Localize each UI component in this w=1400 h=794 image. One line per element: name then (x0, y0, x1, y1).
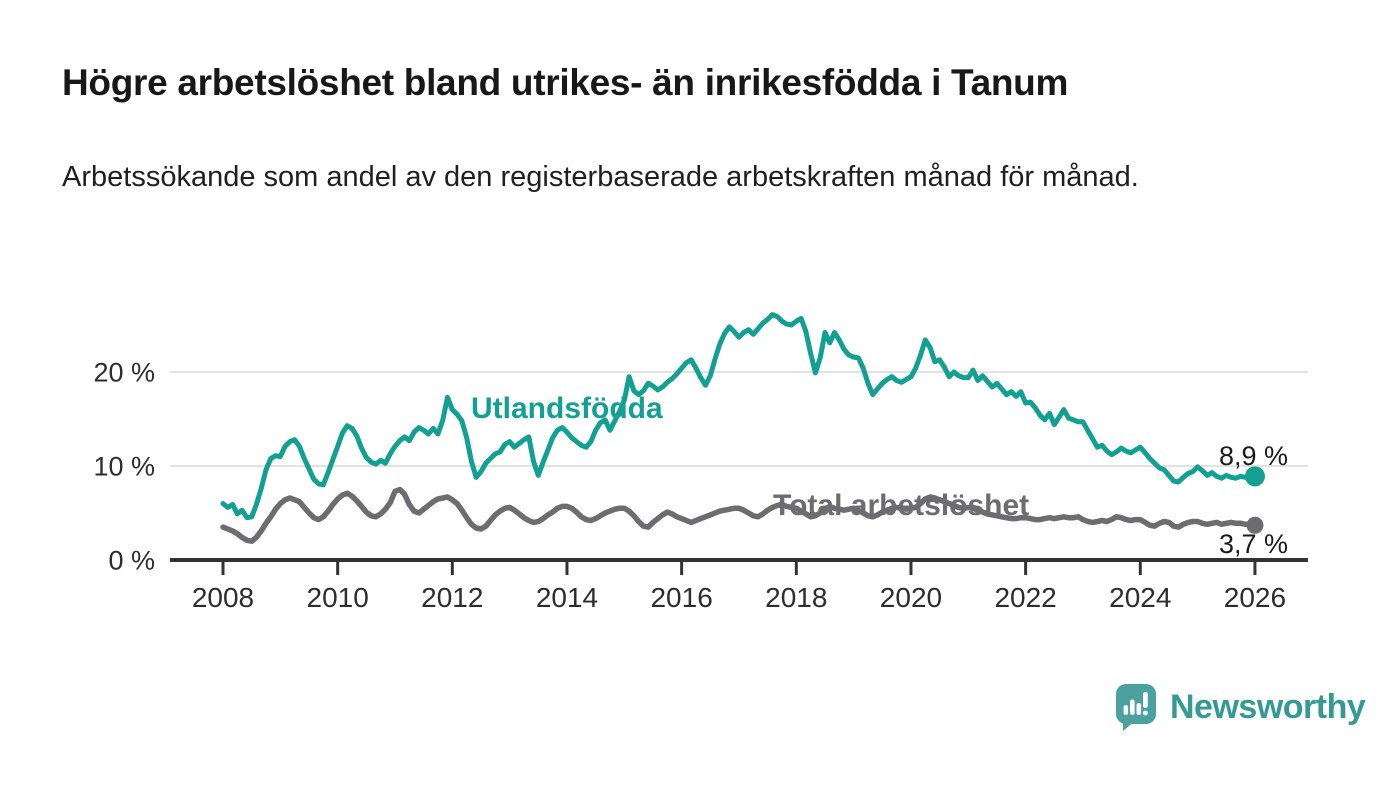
series-label-utlandsfodda: Utlandsfödda (471, 392, 663, 425)
x-tick-label: 2012 (421, 582, 483, 613)
series-label-total: Total arbetslöshet (773, 489, 1030, 522)
series-line-utlandsfodda (220, 312, 1258, 521)
chart-subtitle: Arbetssökande som andel av den registerb… (62, 161, 1139, 193)
x-tick-label: 2014 (536, 582, 598, 613)
x-tick-label: 2008 (192, 582, 254, 613)
x-tick-label: 2016 (650, 582, 712, 613)
x-tick-label: 2022 (994, 582, 1056, 613)
y-tick-label: 0 % (108, 546, 155, 576)
newsworthy-logo-icon (1116, 684, 1156, 731)
series-line-total (220, 486, 1258, 544)
end-value-label-total: 3,7 % (1218, 529, 1288, 559)
x-tick-label: 2010 (307, 582, 369, 613)
x-tick-label: 2020 (880, 582, 942, 613)
x-tick-label: 2026 (1224, 582, 1286, 613)
y-tick-label: 10 % (93, 452, 155, 482)
chart-title: Högre arbetslöshet bland utrikes- än inr… (62, 62, 1069, 103)
newsworthy-branding: Newsworthy (1115, 683, 1366, 731)
x-tick-label: 2024 (1109, 582, 1171, 613)
x-tick-label: 2018 (765, 582, 827, 613)
end-value-label-utlandsfodda: 8,9 % (1218, 441, 1288, 471)
y-tick-label: 20 % (93, 358, 155, 388)
newsworthy-wordmark: Newsworthy (1170, 688, 1366, 726)
